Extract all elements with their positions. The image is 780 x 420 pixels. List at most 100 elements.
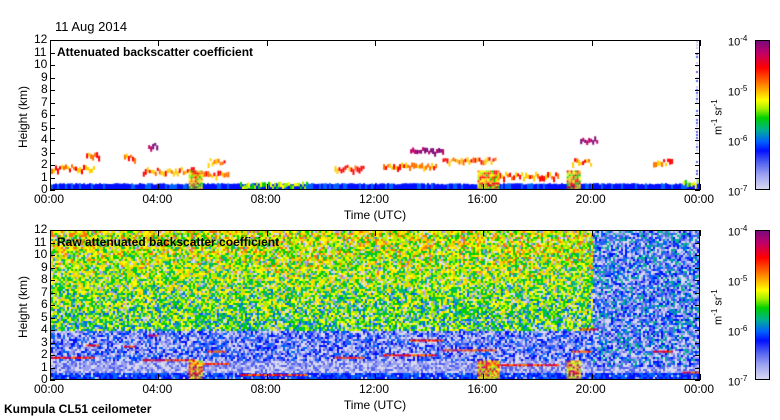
x-tick-mark [158, 230, 160, 236]
y-tick-mark [695, 255, 700, 256]
colorbar-tick-label: 10-5 [728, 84, 747, 99]
tick-base: 10 [728, 376, 741, 389]
colorbar-tick-label: 10-6 [728, 134, 747, 149]
y-tick-mark [50, 380, 55, 381]
tick-exponent: -5 [740, 84, 748, 93]
tick-base: 10 [728, 276, 741, 289]
y-tick-mark [50, 267, 55, 269]
panel-title: Raw attenuated backscatter coefficient [57, 235, 280, 249]
x-tick-mark [700, 230, 701, 236]
y-tick-mark [695, 90, 700, 91]
y-tick-label: 4 [41, 132, 48, 146]
y-tick-mark [695, 280, 700, 281]
y-axis-label: Height (km) [16, 85, 30, 148]
y-tick-label: 1 [41, 169, 48, 184]
x-tick-mark [375, 230, 376, 236]
unit-part: -1 [710, 99, 719, 107]
y-tick-mark [695, 65, 700, 66]
x-tick-label: 00:00 [684, 382, 715, 396]
y-tick-label: 3 [41, 334, 48, 349]
x-tick-mark [158, 184, 160, 190]
y-tick-mark [50, 77, 55, 79]
tick-base: 10 [728, 86, 741, 99]
y-tick-mark [50, 40, 55, 41]
colorbar-tick-label: 10-4 [728, 224, 747, 239]
y-tick-mark [695, 127, 700, 129]
x-tick-label: 20:00 [575, 192, 606, 206]
y-tick-mark [695, 355, 700, 356]
y-tick-mark [695, 342, 700, 344]
x-tick-mark [483, 374, 485, 380]
y-tick-label: 5 [41, 309, 48, 324]
y-tick-mark [695, 230, 700, 231]
y-tick-mark [50, 292, 55, 294]
x-tick-mark [375, 184, 376, 190]
y-tick-label: 2 [41, 347, 48, 361]
x-tick-mark [375, 40, 376, 46]
tick-exponent: -6 [740, 324, 748, 333]
y-axis-label: Height (km) [16, 275, 30, 338]
x-tick-mark [591, 184, 593, 190]
x-tick-label: 16:00 [467, 192, 498, 206]
x-tick-label: 16:00 [467, 382, 498, 396]
x-tick-mark [700, 184, 701, 190]
tick-base: 10 [728, 136, 741, 149]
colorbar-tick-label: 10-5 [728, 274, 747, 289]
y-tick-mark [50, 280, 55, 281]
y-tick-mark [695, 52, 700, 54]
y-tick-mark [50, 152, 55, 154]
x-tick-mark [591, 230, 593, 236]
x-tick-mark [700, 374, 701, 380]
y-tick-mark [695, 102, 700, 104]
y-tick-label: 9 [41, 69, 48, 84]
tick-exponent: -5 [740, 274, 748, 283]
x-tick-mark [158, 374, 160, 380]
x-tick-mark [266, 40, 268, 46]
y-tick-mark [695, 267, 700, 269]
y-tick-label: 7 [41, 94, 48, 109]
tick-base: 10 [728, 226, 741, 239]
y-tick-mark [695, 292, 700, 294]
x-axis-label: Time (UTC) [343, 398, 407, 412]
y-tick-mark [695, 152, 700, 154]
x-tick-mark [483, 230, 485, 236]
y-tick-mark [50, 90, 55, 91]
y-tick-mark [50, 255, 55, 256]
y-tick-mark [695, 77, 700, 79]
x-tick-label: 12:00 [359, 192, 390, 206]
y-tick-mark [50, 190, 55, 191]
unit-part: m [712, 125, 725, 135]
y-tick-label: 11 [34, 234, 47, 249]
y-tick-mark [50, 305, 55, 306]
colorbar-tick-label: 10-7 [728, 374, 747, 389]
y-tick-label: 10 [34, 57, 48, 71]
y-tick-mark [695, 165, 700, 166]
y-tick-mark [50, 140, 55, 141]
y-tick-label: 3 [41, 144, 48, 159]
x-tick-mark [158, 40, 160, 46]
y-tick-label: 12 [34, 32, 48, 46]
x-tick-label: 08:00 [250, 382, 281, 396]
panel-title: Attenuated backscatter coefficient [57, 45, 254, 59]
unit-part: -1 [710, 308, 719, 316]
y-tick-label: 2 [41, 157, 48, 171]
y-tick-mark [695, 317, 700, 319]
tick-exponent: -6 [740, 134, 748, 143]
date-label: 11 Aug 2014 [55, 19, 128, 34]
x-tick-mark [50, 40, 51, 46]
unit-part: sr [712, 106, 725, 119]
instrument-label: Kumpula CL51 ceilometer [4, 402, 152, 416]
x-tick-label: 00:00 [684, 192, 715, 206]
x-tick-label: 00:00 [34, 192, 65, 206]
y-tick-mark [695, 305, 700, 306]
x-tick-mark [591, 374, 593, 380]
tick-exponent: -7 [740, 184, 748, 193]
y-tick-mark [50, 165, 55, 166]
y-tick-mark [695, 115, 700, 116]
x-tick-label: 04:00 [142, 192, 173, 206]
x-tick-mark [266, 374, 268, 380]
y-tick-mark [50, 102, 55, 104]
y-tick-label: 12 [34, 222, 48, 236]
y-tick-mark [50, 367, 55, 369]
